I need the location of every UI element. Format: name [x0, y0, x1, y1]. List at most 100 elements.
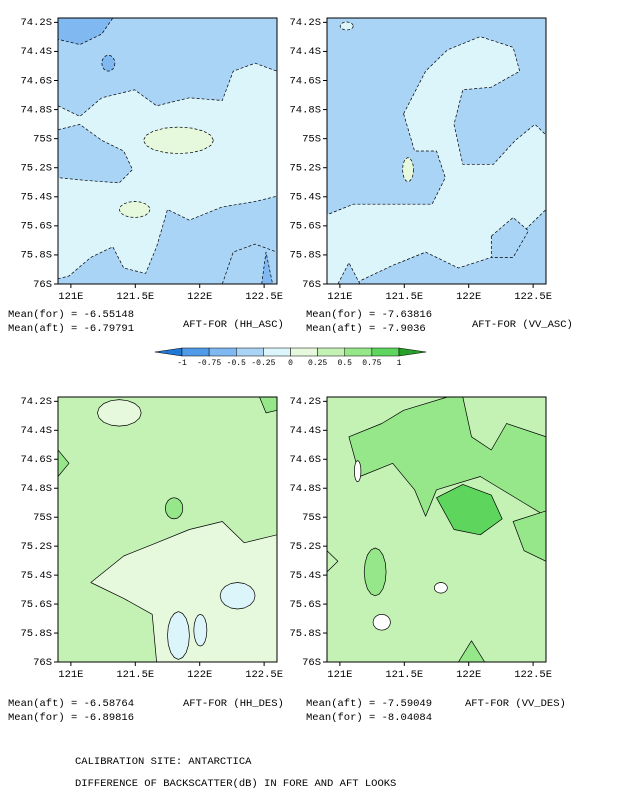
- x-tick-label: 121.5E: [385, 291, 423, 303]
- y-tick-label: 74.8S: [289, 104, 321, 116]
- y-tick-label: 74.2S: [20, 396, 52, 408]
- x-tick-label: 121.5E: [116, 669, 154, 681]
- y-tick-label: 74.4S: [289, 46, 321, 58]
- x-tick-label: 121E: [327, 291, 352, 303]
- y-tick-label: 74.8S: [289, 483, 321, 495]
- mean-stat: Mean(for) = -8.04084: [306, 712, 432, 724]
- contour-region: [490, 217, 529, 258]
- colorbar-segment: [236, 347, 264, 357]
- mean-stat: Mean(for) = -7.63816: [306, 309, 432, 321]
- plot-frame: [326, 396, 547, 663]
- contour-region: [143, 126, 214, 155]
- mean-stat: Mean(for) = -6.89816: [8, 712, 134, 724]
- y-tick-label: 74.4S: [20, 46, 52, 58]
- mean-stat: Mean(aft) = -7.9036: [306, 323, 426, 335]
- y-tick-label: 75.6S: [289, 221, 321, 233]
- mean-stat: Mean(aft) = -6.79791: [8, 323, 134, 335]
- y-tick-label: 74.6S: [20, 75, 52, 87]
- y-tick-label: 75.2S: [20, 541, 52, 553]
- y-tick-label: 75.8S: [289, 250, 321, 262]
- y-tick-label: 76S: [302, 657, 321, 669]
- panel-title: AFT-FOR (VV_ASC): [472, 319, 573, 331]
- contour-region: [327, 36, 546, 284]
- y-tick-label: 76S: [302, 279, 321, 291]
- y-tick-label: 75.6S: [20, 221, 52, 233]
- colorbar-segment: [208, 347, 237, 357]
- contour-region: [259, 397, 277, 414]
- plot-frame: [57, 396, 278, 663]
- y-tick-label: 75S: [33, 133, 52, 145]
- contour-region: [167, 611, 190, 660]
- colorbar-segment: [344, 347, 373, 357]
- contour-region: [348, 397, 546, 517]
- y-tick-label: 74.6S: [289, 454, 321, 466]
- y-tick-label: 74.4S: [20, 425, 52, 437]
- y-tick-label: 74.2S: [20, 17, 52, 29]
- contour-region: [402, 157, 414, 182]
- y-tick-label: 74.6S: [289, 75, 321, 87]
- footer-line: DIFFERENCE OF BACKSCATTER(dB) IN FORE AN…: [75, 778, 396, 790]
- colorbar-label: 0.25: [308, 359, 327, 368]
- contour-region: [339, 21, 354, 31]
- colorbar-label: 0: [288, 359, 293, 368]
- panel-title: AFT-FOR (HH_ASC): [183, 319, 284, 331]
- colorbar-over: [398, 347, 427, 357]
- y-tick-label: 76S: [33, 279, 52, 291]
- contour-region: [261, 251, 273, 284]
- y-tick-label: 75.6S: [20, 599, 52, 611]
- y-tick-label: 75.4S: [289, 570, 321, 582]
- contour-region: [101, 54, 116, 72]
- contour-region: [436, 484, 503, 536]
- y-tick-label: 75.8S: [20, 250, 52, 262]
- contour-region: [97, 399, 142, 427]
- contour-region: [363, 547, 387, 597]
- contour-region: [58, 18, 114, 45]
- contour-region: [327, 550, 339, 573]
- contour-region: [58, 124, 133, 184]
- contour-panel: 74.2S 74.4S 74.6S 74.8S 75S 75.2S 75.4S 75.6S 75…: [8, 396, 284, 724]
- y-tick-label: 74.4S: [289, 425, 321, 437]
- contour-region: [164, 497, 184, 520]
- x-tick-label: 122.5E: [245, 291, 283, 303]
- panel-title: AFT-FOR (VV_DES): [465, 698, 566, 710]
- x-tick-label: 122E: [456, 291, 481, 303]
- colorbar-segment: [290, 347, 318, 357]
- contour-region: [219, 582, 256, 610]
- contour-region: [372, 613, 391, 631]
- contour-panel: 74.2S 74.4S 74.6S 74.8S 75S 75.2S 75.4S 75.6S 75…: [8, 17, 284, 335]
- contour-panel: 74.2S 74.4S 74.6S 74.8S 75S 75.2S 75.4S 75.6S 75…: [289, 396, 565, 724]
- x-tick-label: 122E: [187, 291, 212, 303]
- contour-panel: 74.2S 74.4S 74.6S 74.8S 75S 75.2S 75.4S 75.6S 75…: [289, 17, 572, 335]
- colorbar-label: -1: [177, 359, 187, 368]
- mean-stat: Mean(aft) = -7.59049: [306, 698, 432, 710]
- contour-region: [337, 262, 361, 284]
- contour-region: [193, 613, 208, 647]
- y-tick-label: 75S: [33, 512, 52, 524]
- colorbar-label: -0.75: [197, 359, 221, 368]
- y-tick-label: 74.6S: [20, 454, 52, 466]
- y-tick-label: 74.2S: [289, 396, 321, 408]
- contour-region: [90, 521, 277, 662]
- y-tick-label: 75.4S: [289, 192, 321, 204]
- colorbar-label: -0.5: [227, 359, 246, 368]
- x-tick-label: 122E: [456, 669, 481, 681]
- contour-region: [433, 582, 448, 594]
- y-tick-label: 76S: [33, 657, 52, 669]
- colorbar-label: 0.75: [362, 359, 381, 368]
- footer-line: CALIBRATION SITE: ANTARCTICA: [75, 756, 252, 768]
- x-tick-label: 121E: [58, 291, 83, 303]
- mean-stat: Mean(aft) = -6.58764: [8, 698, 134, 710]
- y-tick-label: 74.8S: [20, 104, 52, 116]
- colorbar-segment: [371, 347, 400, 357]
- x-tick-label: 122.5E: [514, 669, 552, 681]
- contour-region: [118, 201, 151, 218]
- x-tick-label: 122.5E: [514, 291, 552, 303]
- y-tick-label: 74.2S: [289, 17, 321, 29]
- plot-frame: [326, 17, 547, 285]
- contour-region: [58, 449, 70, 477]
- x-tick-label: 121.5E: [116, 291, 154, 303]
- colorbar-label: 0.5: [338, 359, 353, 368]
- colorbar-under: [154, 347, 183, 357]
- contour-region: [512, 510, 546, 562]
- x-tick-label: 122E: [187, 669, 212, 681]
